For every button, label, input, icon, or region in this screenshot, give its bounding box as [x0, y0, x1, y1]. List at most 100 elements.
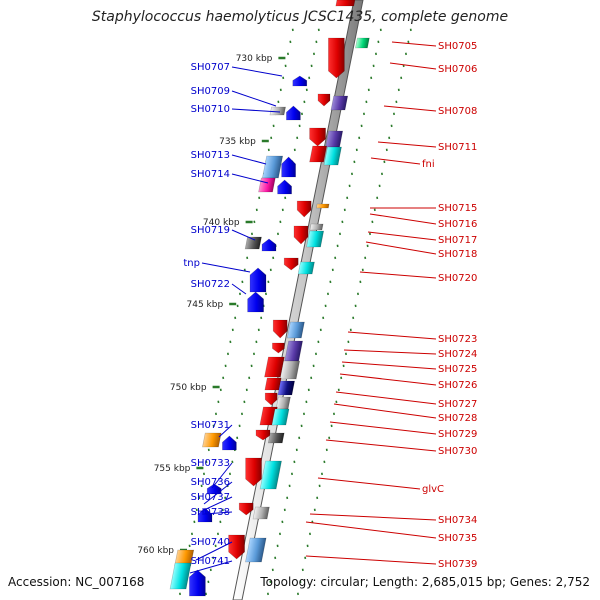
gene-label-left[interactable]: SH0713: [191, 150, 230, 161]
gene-label-left[interactable]: SH0714: [191, 169, 230, 180]
gene-arrow-reverse[interactable]: [296, 200, 312, 218]
gene-label-right[interactable]: SH0716: [438, 219, 477, 230]
gene-block[interactable]: [306, 230, 325, 248]
gene-label-right[interactable]: SH0706: [438, 64, 477, 75]
gene-arrow-forward[interactable]: [292, 75, 308, 87]
gene-arrow-forward[interactable]: [281, 156, 296, 178]
gene-arrow-forward[interactable]: [206, 483, 222, 495]
gene-leader-line: [231, 283, 247, 295]
gene-block[interactable]: [286, 321, 305, 339]
gene-label-left[interactable]: SH0741: [191, 556, 230, 567]
gene-arrow-reverse[interactable]: [272, 319, 288, 339]
gene-label-right[interactable]: glvC: [422, 484, 444, 495]
gene-leader-line: [305, 555, 437, 565]
gene-leader-line: [325, 439, 437, 452]
gene-block[interactable]: [269, 106, 286, 116]
gene-label-left[interactable]: tnp: [183, 258, 200, 269]
gene-label-left[interactable]: SH0740: [191, 537, 230, 548]
gene-label-right[interactable]: SH0708: [438, 106, 477, 117]
gene-leader-line: [189, 560, 233, 574]
gene-block[interactable]: [325, 130, 344, 148]
gene-arrow-forward[interactable]: [277, 179, 292, 195]
gene-block[interactable]: [271, 408, 290, 426]
gene-label-left[interactable]: SH0733: [191, 458, 230, 469]
gene-label-left[interactable]: SH0738: [191, 507, 230, 518]
gene-arrow-forward[interactable]: [286, 105, 301, 121]
gene-arrow-forward[interactable]: [222, 435, 237, 451]
gene-label-right[interactable]: SH0718: [438, 249, 477, 260]
gene-label-left[interactable]: SH0722: [191, 279, 230, 290]
gene-block[interactable]: [264, 377, 282, 391]
gene-label-right[interactable]: SH0727: [438, 399, 477, 410]
gene-leader-line: [231, 229, 256, 241]
gene-block[interactable]: [275, 396, 291, 410]
gene-label-left[interactable]: SH0707: [191, 62, 230, 73]
gene-block[interactable]: [259, 460, 282, 490]
gene-block[interactable]: [309, 223, 324, 231]
gene-leader-line: [339, 373, 437, 386]
gene-block[interactable]: [277, 380, 295, 396]
gene-arrow-reverse[interactable]: [317, 93, 331, 107]
gene-block[interactable]: [330, 95, 349, 111]
gene-label-right[interactable]: SH0728: [438, 413, 477, 424]
gene-label-left[interactable]: SH0709: [191, 86, 230, 97]
gene-leader-line: [365, 241, 437, 255]
gene-arrow-reverse[interactable]: [255, 429, 271, 441]
gene-label-right[interactable]: SH0717: [438, 235, 477, 246]
gene-arrow-reverse[interactable]: [293, 225, 309, 245]
gene-label-right[interactable]: SH0711: [438, 142, 477, 153]
gene-block[interactable]: [323, 146, 342, 166]
gene-block[interactable]: [279, 360, 300, 380]
gene-label-right[interactable]: SH0734: [438, 515, 477, 526]
gene-arrow-forward[interactable]: [261, 238, 277, 252]
gene-block[interactable]: [335, 0, 356, 7]
gene-arrow-forward[interactable]: [249, 267, 267, 293]
gene-leader-line: [231, 154, 267, 165]
gene-block[interactable]: [297, 261, 315, 275]
gene-label-right[interactable]: SH0729: [438, 429, 477, 440]
gene-label-right[interactable]: SH0705: [438, 41, 477, 52]
gene-label-left[interactable]: SH0737: [191, 492, 230, 503]
gene-label-right[interactable]: SH0723: [438, 334, 477, 345]
gene-arrow-reverse[interactable]: [328, 37, 345, 79]
gene-block[interactable]: [245, 537, 267, 563]
gene-arrow-reverse[interactable]: [238, 502, 254, 516]
topology-text: Topology: circular; Length: 2,685,015 bp…: [260, 575, 590, 589]
gene-arrow-reverse[interactable]: [272, 342, 285, 354]
gene-arrow-forward[interactable]: [189, 569, 206, 597]
gene-block[interactable]: [262, 155, 284, 179]
gene-block[interactable]: [252, 506, 270, 520]
gene-block[interactable]: [309, 145, 328, 163]
gene-label-right[interactable]: fni: [422, 159, 435, 170]
gene-block[interactable]: [267, 432, 285, 444]
gene-arrow-reverse[interactable]: [283, 257, 299, 271]
gene-label-left[interactable]: SH0719: [191, 225, 230, 236]
genome-title: Staphylococcus haemolyticus JCSC1435, co…: [91, 9, 509, 25]
accession-text: Accession: NC_007168: [8, 575, 145, 589]
gene-label-right[interactable]: SH0730: [438, 446, 477, 457]
gene-leader-line: [203, 496, 233, 511]
gene-label-left[interactable]: SH0731: [191, 420, 230, 431]
gene-label-right[interactable]: SH0735: [438, 533, 477, 544]
gene-label-right[interactable]: SH0720: [438, 273, 477, 284]
gene-arrow-reverse[interactable]: [228, 534, 245, 560]
gene-block[interactable]: [244, 236, 262, 250]
gene-arrow-reverse[interactable]: [264, 392, 278, 406]
gene-label-left[interactable]: SH0736: [191, 477, 230, 488]
gene-block[interactable]: [169, 562, 192, 590]
gene-label-right[interactable]: SH0715: [438, 203, 477, 214]
gene-block[interactable]: [202, 432, 222, 448]
gene-label-left[interactable]: SH0710: [191, 104, 230, 115]
gene-block[interactable]: [315, 203, 330, 209]
gene-block[interactable]: [258, 177, 276, 193]
gene-label-right[interactable]: SH0724: [438, 349, 477, 360]
gene-leader-line: [391, 41, 437, 47]
gene-leader-line: [389, 62, 437, 70]
gene-arrow-reverse[interactable]: [245, 457, 262, 487]
gene-label-right[interactable]: SH0725: [438, 364, 477, 375]
gene-arrow-reverse[interactable]: [309, 127, 326, 147]
gene-label-right[interactable]: SH0726: [438, 380, 477, 391]
gene-arrow-forward[interactable]: [247, 291, 264, 313]
gene-label-right[interactable]: SH0739: [438, 559, 477, 570]
gene-block[interactable]: [355, 37, 370, 49]
